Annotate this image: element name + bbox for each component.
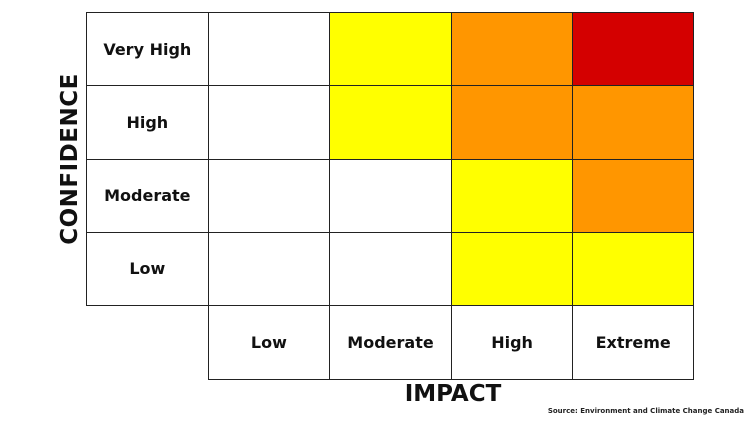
impact-label: Low: [207, 305, 330, 380]
matrix-row: Low: [86, 232, 694, 306]
confidence-label: High: [86, 85, 208, 159]
matrix-cell: [329, 158, 451, 233]
matrix-cell: [207, 12, 330, 86]
matrix-row: Moderate: [86, 158, 694, 233]
matrix-cell: [329, 85, 451, 159]
impact-label: Moderate: [329, 305, 451, 380]
matrix-cell: [572, 85, 694, 159]
matrix-cell: [207, 232, 330, 306]
confidence-label: Very High: [86, 12, 208, 86]
matrix-cell: [450, 232, 573, 306]
matrix-cell: [572, 158, 694, 233]
matrix-cell: [329, 232, 451, 306]
matrix-cell: [450, 85, 573, 159]
matrix-cell: [207, 158, 330, 233]
matrix-row: High: [86, 85, 694, 159]
matrix-cell: [572, 12, 694, 86]
y-axis-title: CONFIDENCE: [57, 73, 83, 245]
confidence-label: Low: [86, 232, 208, 306]
source-credit: Source: Environment and Climate Change C…: [547, 407, 744, 415]
impact-label: High: [450, 305, 573, 380]
x-axis-title: IMPACT: [404, 381, 502, 407]
risk-matrix: Very High High Moderate Low: [86, 12, 694, 306]
impact-axis: Low Moderate High Extreme: [207, 305, 694, 380]
matrix-cell: [450, 12, 573, 86]
matrix-cell: [329, 12, 451, 86]
matrix-row: Very High: [86, 12, 694, 86]
impact-label: Extreme: [572, 305, 694, 380]
matrix-cell: [572, 232, 694, 306]
confidence-label: Moderate: [86, 158, 208, 233]
matrix-cell: [207, 85, 330, 159]
matrix-cell: [450, 158, 573, 233]
